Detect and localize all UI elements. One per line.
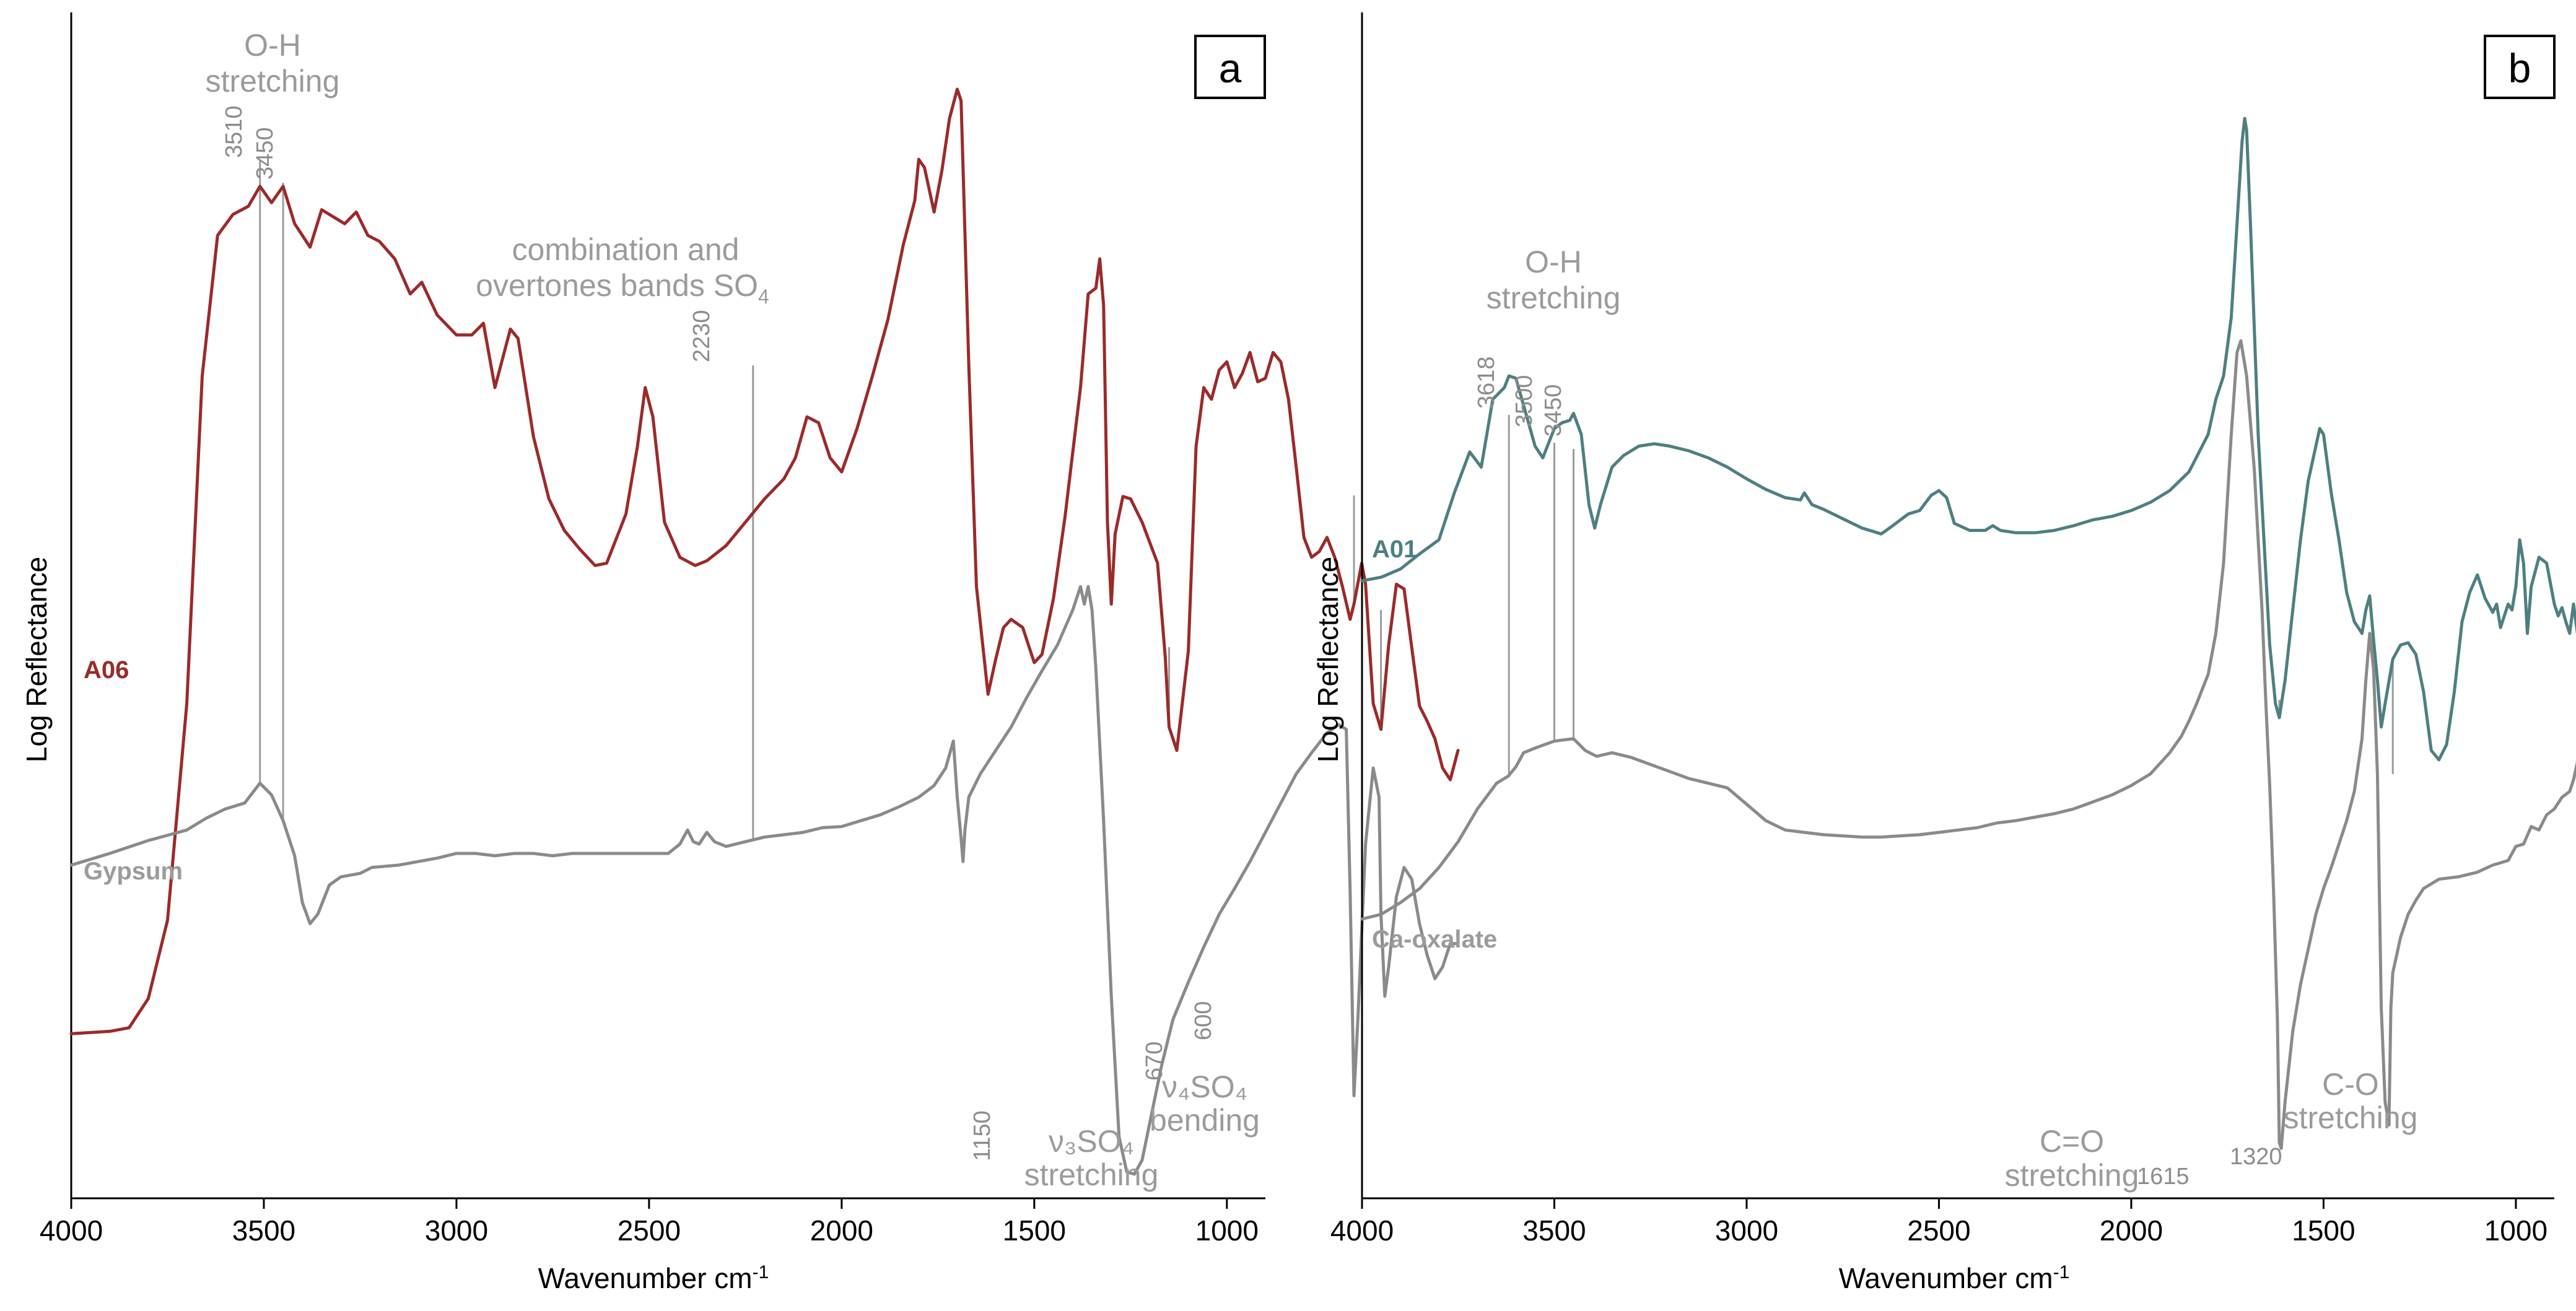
annotation-oh-line2: stretching	[1487, 281, 1621, 315]
series-group	[1360, 116, 2576, 1150]
x-tick-label-2500: 2500	[618, 1214, 681, 1247]
peak-label-3510: 3510	[221, 105, 247, 158]
x-tick-label-1500: 1500	[1003, 1214, 1066, 1247]
annotation-c-o-line2: stretching	[2284, 1100, 2418, 1135]
series-line-gypsum	[69, 585, 1460, 1176]
annotation-combination-line1: combination and	[512, 232, 740, 267]
annotation-c-o-line1: C-O	[2322, 1067, 2379, 1102]
x-axis-label: Wavenumber cm-1	[538, 1262, 769, 1295]
x-ticks: 4000 3500 3000 2500 2000 1500 1000	[1330, 1198, 2548, 1247]
series-group	[69, 87, 1460, 1176]
peak-label-1320: 1320	[2230, 1144, 2282, 1170]
series-line-ca-oxalate	[1360, 339, 2576, 1150]
annotation-c-o-stretching: C-O stretching	[2284, 1067, 2418, 1135]
peak-label-3450: 3450	[252, 127, 278, 180]
x-tick-label-1000: 1000	[1195, 1214, 1259, 1247]
annotation-v3-so4-stretching: ν₃SO₄ stretching	[1024, 1124, 1159, 1192]
peak-label-3500: 3500	[1511, 375, 1537, 427]
annotation-combination-line2: overtones bands SO4	[476, 268, 769, 308]
annotation-co-double-stretching: C=O stretching	[2005, 1124, 2139, 1193]
x-tick-label-1500: 1500	[2292, 1214, 2355, 1247]
series-line-a01	[1360, 116, 2576, 762]
peak-label-670: 670	[1142, 1042, 1168, 1081]
annotation-v4-line1: ν₄SO₄	[1162, 1069, 1247, 1104]
annotation-oh-stretching: O-H stretching	[206, 28, 340, 98]
series-label-a06: A06	[84, 656, 129, 684]
panel-letter-b: b	[2508, 45, 2531, 91]
peak-label-3618: 3618	[1474, 356, 1500, 409]
panel-a: Log Reflectance 4000 3500 3000 2500 2000 1500…	[20, 12, 1460, 1295]
x-tick-label-2000: 2000	[810, 1214, 873, 1247]
leader-lines	[259, 160, 1382, 840]
panel-badge-b: b	[2484, 35, 2556, 99]
series-line-a06	[69, 87, 1460, 1035]
peak-label-1615: 1615	[2137, 1164, 2190, 1190]
x-tick-label-3000: 3000	[425, 1214, 488, 1247]
x-tick-label-2000: 2000	[2100, 1214, 2163, 1247]
panel-letter-a: a	[1219, 45, 1242, 91]
annotation-oh-stretching: O-H stretching	[1487, 245, 1621, 315]
x-ticks: 4000 3500 3000 2500 2000 1500 1000	[40, 1198, 1259, 1247]
panel-b: Log Reflectance 4000 3500 3000 2500 2000 1500…	[1312, 12, 2576, 1294]
leader-lines	[1508, 415, 2394, 775]
x-axis-label: Wavenumber cm-1	[1839, 1262, 2070, 1295]
y-axis-label: Log Reflectance	[20, 557, 53, 762]
x-tick-label-3500: 3500	[232, 1214, 295, 1247]
series-label-gypsum: Gypsum	[84, 858, 183, 885]
annotation-v3-line2: stretching	[1024, 1157, 1159, 1192]
peak-label-1150: 1150	[969, 1110, 995, 1161]
x-tick-label-4000: 4000	[1330, 1214, 1394, 1247]
peak-label-600: 600	[1190, 1001, 1216, 1040]
x-tick-label-3500: 3500	[1522, 1214, 1586, 1247]
annotation-c-double-o-line2: stretching	[2005, 1158, 2139, 1193]
panel-badge-a: a	[1194, 35, 1266, 99]
annotation-v4-line2: bending	[1150, 1103, 1260, 1138]
x-tick-label-4000: 4000	[40, 1214, 103, 1247]
series-label-a01: A01	[1372, 536, 1417, 563]
x-tick-label-2500: 2500	[1907, 1214, 1970, 1247]
y-axis-label: Log Reflectance	[1312, 557, 1344, 762]
annotation-c-double-o-line1: C=O	[2040, 1124, 2104, 1159]
x-tick-label-1000: 1000	[2484, 1214, 2548, 1247]
peak-label-3450: 3450	[1540, 384, 1566, 437]
series-label-ca-oxalate: Ca-oxalate	[1372, 926, 1497, 953]
peak-label-2230: 2230	[689, 310, 715, 362]
annotation-v3-line1: ν₃SO₄	[1049, 1124, 1134, 1159]
annotation-combination-bands: combination and overtones bands SO4	[476, 232, 769, 308]
annotation-oh-line2: stretching	[206, 64, 340, 98]
x-tick-label-3000: 3000	[1715, 1214, 1778, 1247]
annotation-oh-line1: O-H	[1525, 245, 1582, 279]
annotation-oh-line1: O-H	[244, 28, 301, 63]
annotation-v4-so4-bending: ν₄SO₄ bending	[1150, 1069, 1260, 1138]
